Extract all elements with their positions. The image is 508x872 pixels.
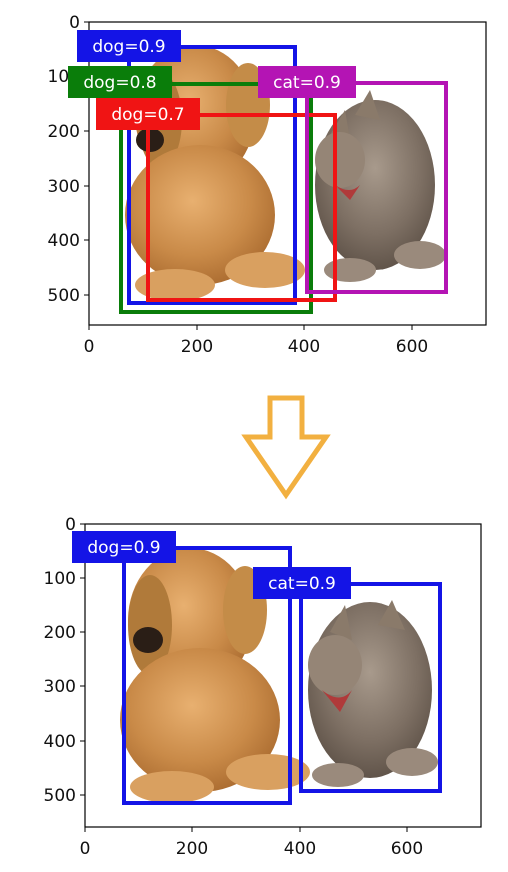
label-text: dog=0.9 xyxy=(92,37,165,57)
bbox-dog-0.7 xyxy=(146,113,337,302)
bbox-dog-0.9 xyxy=(122,546,292,805)
cat-image xyxy=(308,600,438,787)
label-cat-0.9: cat=0.9 xyxy=(253,567,351,599)
x-tick-label: 200 xyxy=(181,337,213,357)
x-axis: 0 200 400 600 xyxy=(80,827,423,859)
axes-frame xyxy=(84,523,482,828)
x-tick-label: 400 xyxy=(288,337,320,357)
down-arrow-icon xyxy=(241,395,331,500)
bottom-panel: 0 100 200 300 400 500 0 200 400 600 dog=… xyxy=(44,515,482,859)
x-tick-label: 600 xyxy=(396,337,428,357)
y-tick-label: 200 xyxy=(48,122,80,142)
label-text: cat=0.9 xyxy=(273,73,341,93)
bbox-dog-0.9 xyxy=(127,45,297,305)
label-dog-0.8: dog=0.8 xyxy=(68,66,172,98)
y-tick-label: 200 xyxy=(44,623,76,643)
dog-image xyxy=(125,45,305,301)
y-tick-label: 100 xyxy=(44,569,76,589)
x-tick-label: 400 xyxy=(284,839,316,859)
cat-image xyxy=(315,90,446,282)
x-tick-label: 0 xyxy=(84,337,95,357)
label-dog-0.9: dog=0.9 xyxy=(72,531,176,563)
bbox-dog-0.8 xyxy=(119,82,313,314)
x-tick-label: 600 xyxy=(391,839,423,859)
label-text: cat=0.9 xyxy=(268,574,336,594)
label-text: dog=0.7 xyxy=(111,105,184,125)
label-text: dog=0.9 xyxy=(87,538,160,558)
y-tick-label: 500 xyxy=(44,786,76,806)
axes-frame xyxy=(88,21,487,326)
y-tick-label: 300 xyxy=(48,177,80,197)
bbox-cat-0.9 xyxy=(305,81,448,294)
label-dog-0.9: dog=0.9 xyxy=(77,30,181,62)
y-tick-label: 400 xyxy=(48,231,80,251)
y-tick-label: 300 xyxy=(44,677,76,697)
bbox-cat-0.9 xyxy=(299,582,442,793)
label-dog-0.7: dog=0.7 xyxy=(96,98,200,130)
x-tick-label: 200 xyxy=(176,839,208,859)
y-tick-label: 500 xyxy=(48,286,80,306)
x-tick-label: 0 xyxy=(80,839,91,859)
y-tick-label: 0 xyxy=(65,515,76,535)
y-tick-label: 0 xyxy=(69,13,80,33)
y-tick-label: 400 xyxy=(44,732,76,752)
top-panel: 0 100 200 300 400 500 0 200 400 600 dog=… xyxy=(48,13,487,357)
label-cat-0.9: cat=0.9 xyxy=(258,66,356,98)
label-text: dog=0.8 xyxy=(83,73,156,93)
x-axis: 0 200 400 600 xyxy=(84,325,428,357)
y-axis: 0 100 200 300 400 500 xyxy=(44,515,85,806)
